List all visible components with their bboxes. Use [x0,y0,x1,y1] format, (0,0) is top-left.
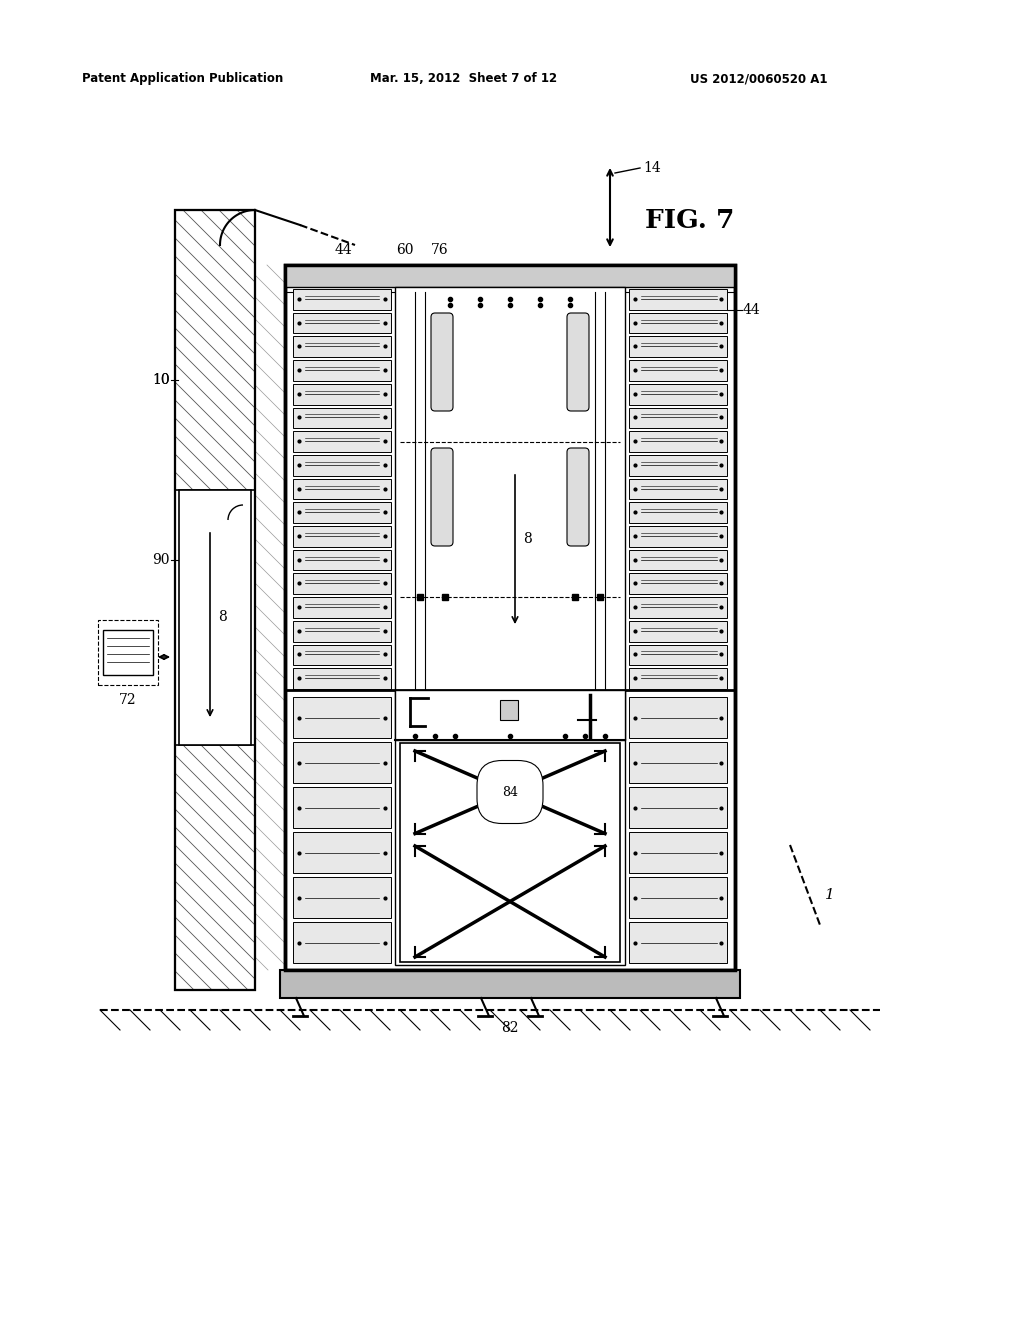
Text: Patent Application Publication: Patent Application Publication [82,73,284,84]
Bar [293,549,391,570]
Bar [293,527,391,546]
Bar [629,549,727,570]
Bar [293,408,391,428]
Bar [293,360,391,381]
Text: 10: 10 [153,374,170,387]
Text: 14: 14 [643,161,660,176]
Bar [280,970,740,998]
Text: 90: 90 [153,553,170,568]
Text: 78: 78 [515,705,530,718]
Bar [293,921,391,964]
Bar [179,490,251,744]
Bar [629,620,727,642]
Bar [293,620,391,642]
Bar [629,289,727,310]
Bar [629,597,727,618]
Bar [629,527,727,546]
Text: 8: 8 [523,532,531,546]
Text: 10: 10 [153,374,170,387]
Bar [500,700,518,719]
Bar [629,455,727,475]
Bar [103,630,153,675]
Bar [629,573,727,594]
Text: 86: 86 [374,709,390,722]
Bar [175,210,255,990]
Text: 70: 70 [630,833,647,847]
Text: US 2012/0060520 A1: US 2012/0060520 A1 [690,73,827,84]
Bar [293,697,391,738]
Bar [293,644,391,665]
Bar [293,337,391,358]
Bar [293,668,391,689]
Bar [629,432,727,451]
Text: 44: 44 [743,304,761,317]
Bar [629,360,727,381]
Text: 88: 88 [373,752,390,767]
FancyBboxPatch shape [431,447,453,546]
Text: 76: 76 [431,243,449,257]
Bar [285,265,735,286]
Bar [293,503,391,523]
Text: 82: 82 [502,1020,519,1035]
Bar [293,742,391,783]
Bar [629,697,727,738]
Bar [629,503,727,523]
FancyBboxPatch shape [567,447,589,546]
Text: 1: 1 [825,888,835,902]
FancyBboxPatch shape [431,313,453,411]
Bar [293,479,391,499]
Bar [175,210,255,490]
Bar [293,876,391,917]
Bar [629,384,727,404]
Bar [285,265,735,970]
Text: 80: 80 [630,752,647,767]
Bar [293,597,391,618]
Bar [293,313,391,334]
FancyBboxPatch shape [567,313,589,411]
Bar [629,479,727,499]
Bar [629,876,727,917]
Bar [293,573,391,594]
Text: Mar. 15, 2012  Sheet 7 of 12: Mar. 15, 2012 Sheet 7 of 12 [370,73,557,84]
Bar [285,265,735,970]
Bar [400,743,620,962]
Bar [629,742,727,783]
Bar [175,210,255,990]
Text: 60: 60 [396,243,414,257]
Bar [629,644,727,665]
Bar [293,384,391,404]
Bar [629,313,727,334]
Bar [293,455,391,475]
Bar [629,787,727,828]
Text: FIG. 7: FIG. 7 [645,207,734,232]
Text: 72: 72 [119,693,137,708]
Bar [629,408,727,428]
Bar [629,337,727,358]
Bar [629,668,727,689]
Bar [175,210,255,990]
Bar [395,286,625,965]
Text: 84: 84 [502,785,518,799]
Bar [293,832,391,873]
Bar [629,921,727,964]
Bar [293,432,391,451]
Bar [395,690,625,741]
Bar [629,832,727,873]
Bar [293,289,391,310]
Text: 44: 44 [334,243,352,257]
Bar [293,787,391,828]
Text: 8: 8 [218,610,226,624]
Bar [98,620,158,685]
Text: 70: 70 [373,833,390,847]
